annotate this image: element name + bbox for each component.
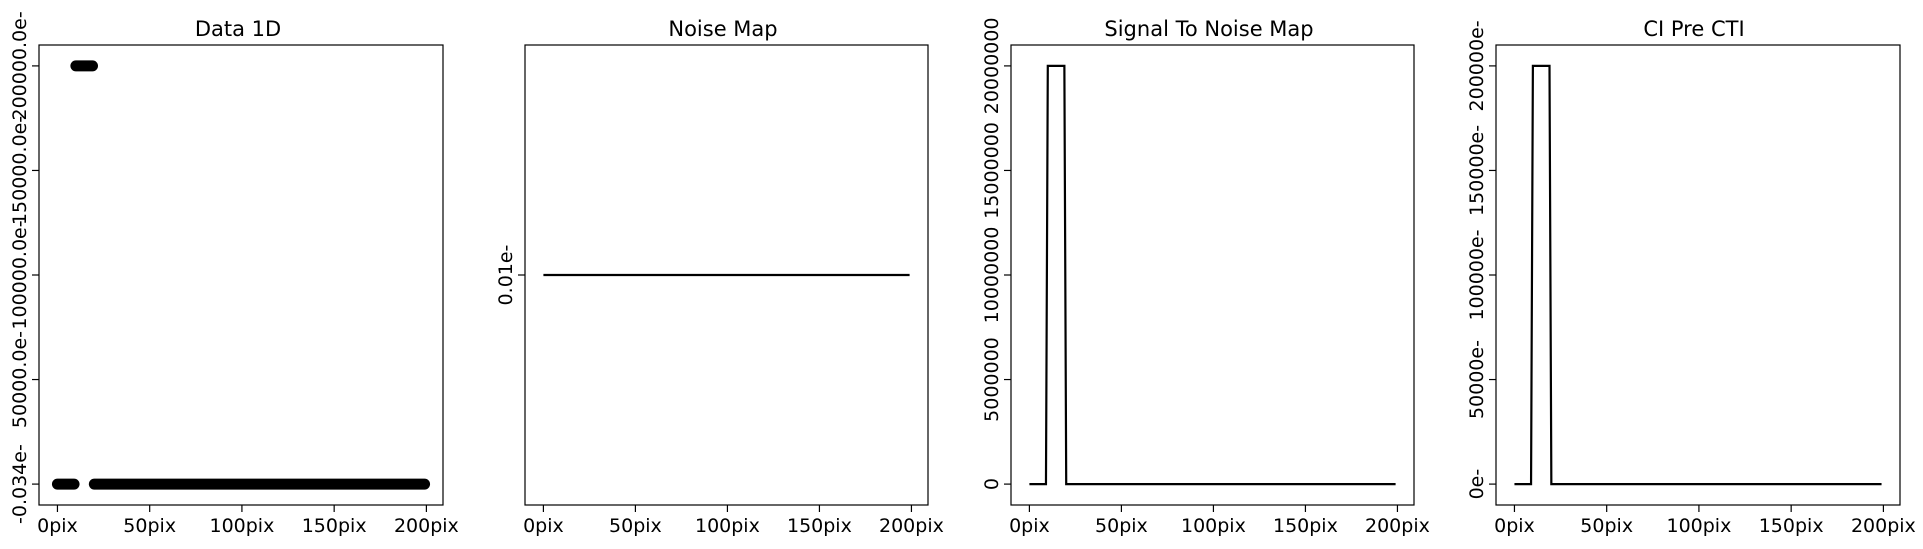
x-tick-label: 100pix (1181, 515, 1246, 537)
panel-title-data-1d: Data 1D (195, 17, 281, 41)
panel-ci-pre-cti: CI Pre CTI 0pix 50pix 100pix 150pix 200pix 0e… (1466, 17, 1916, 537)
x-tick-label: 200pix (394, 515, 459, 537)
panel-noise-map: Noise Map 0pix 50pix 100pix 150pix 200pix 0.0… (495, 17, 944, 537)
series-line-ci-pre-cti (1514, 64, 1882, 486)
y-tick-label: 0.01e- (495, 245, 517, 306)
x-tick-label: 50pix (123, 515, 176, 537)
y-tick-label: 50000.0e- (9, 331, 31, 428)
x-tick-label: 100pix (695, 515, 760, 537)
plot-frame (1010, 44, 1415, 506)
x-tick-label: 0pix (523, 515, 564, 537)
y-tick-label: 0e- (1466, 469, 1488, 500)
plot-frame (38, 44, 444, 506)
y-tick-label: 20000000 (981, 18, 1003, 115)
x-tick-label: 150pix (302, 515, 367, 537)
x-tick-label: 200pix (1365, 515, 1430, 537)
y-tick-label: 200000e- (1466, 20, 1488, 111)
x-tick-label: 0pix (37, 515, 78, 537)
x-tick-label: 50pix (1580, 515, 1633, 537)
y-tick-label: 150000.0e- (9, 116, 31, 225)
x-tick-label: 100pix (209, 515, 274, 537)
y-tick-label: 150000e- (1466, 125, 1488, 216)
y-tick-label: -0.034e- (9, 444, 31, 524)
x-tick-label: 50pix (1095, 515, 1148, 537)
x-tick-label: 150pix (1273, 515, 1338, 537)
y-tick-label: 100000.0e- (9, 220, 31, 329)
x-tick-label: 0pix (1009, 515, 1050, 537)
panel-title-noise-map: Noise Map (668, 17, 777, 41)
x-tick-label: 0pix (1494, 515, 1535, 537)
y-tick-label: 200000.0e- (9, 11, 31, 120)
x-tick-label: 200pix (879, 515, 944, 537)
y-tick-label: 15000000 (981, 122, 1003, 219)
x-tick-label: 150pix (1759, 515, 1824, 537)
series-line-signal-to-noise-map (1029, 64, 1396, 486)
panel-title-signal-to-noise-map: Signal To Noise Map (1104, 17, 1313, 41)
x-tick-label: 150pix (787, 515, 852, 537)
y-tick-label: 5000000 (981, 337, 1003, 422)
x-tick-label: 100pix (1666, 515, 1731, 537)
x-tick-label: 200pix (1851, 515, 1916, 537)
y-tick-label: 50000e- (1466, 340, 1488, 419)
x-tick-label: 50pix (609, 515, 662, 537)
plot-frame (1495, 44, 1901, 506)
y-tick-label: 0 (981, 478, 1003, 490)
y-tick-label: 10000000 (981, 227, 1003, 324)
panel-title-ci-pre-cti: CI Pre CTI (1643, 17, 1744, 41)
panel-data-1d: Data 1D 0pix 50pix 100pix 150pix 200pix -0.03… (9, 11, 459, 537)
y-tick-label: 100000e- (1466, 229, 1488, 320)
panel-signal-to-noise-map: Signal To Noise Map 0pix 50pix 100pix 150pi… (981, 17, 1430, 537)
